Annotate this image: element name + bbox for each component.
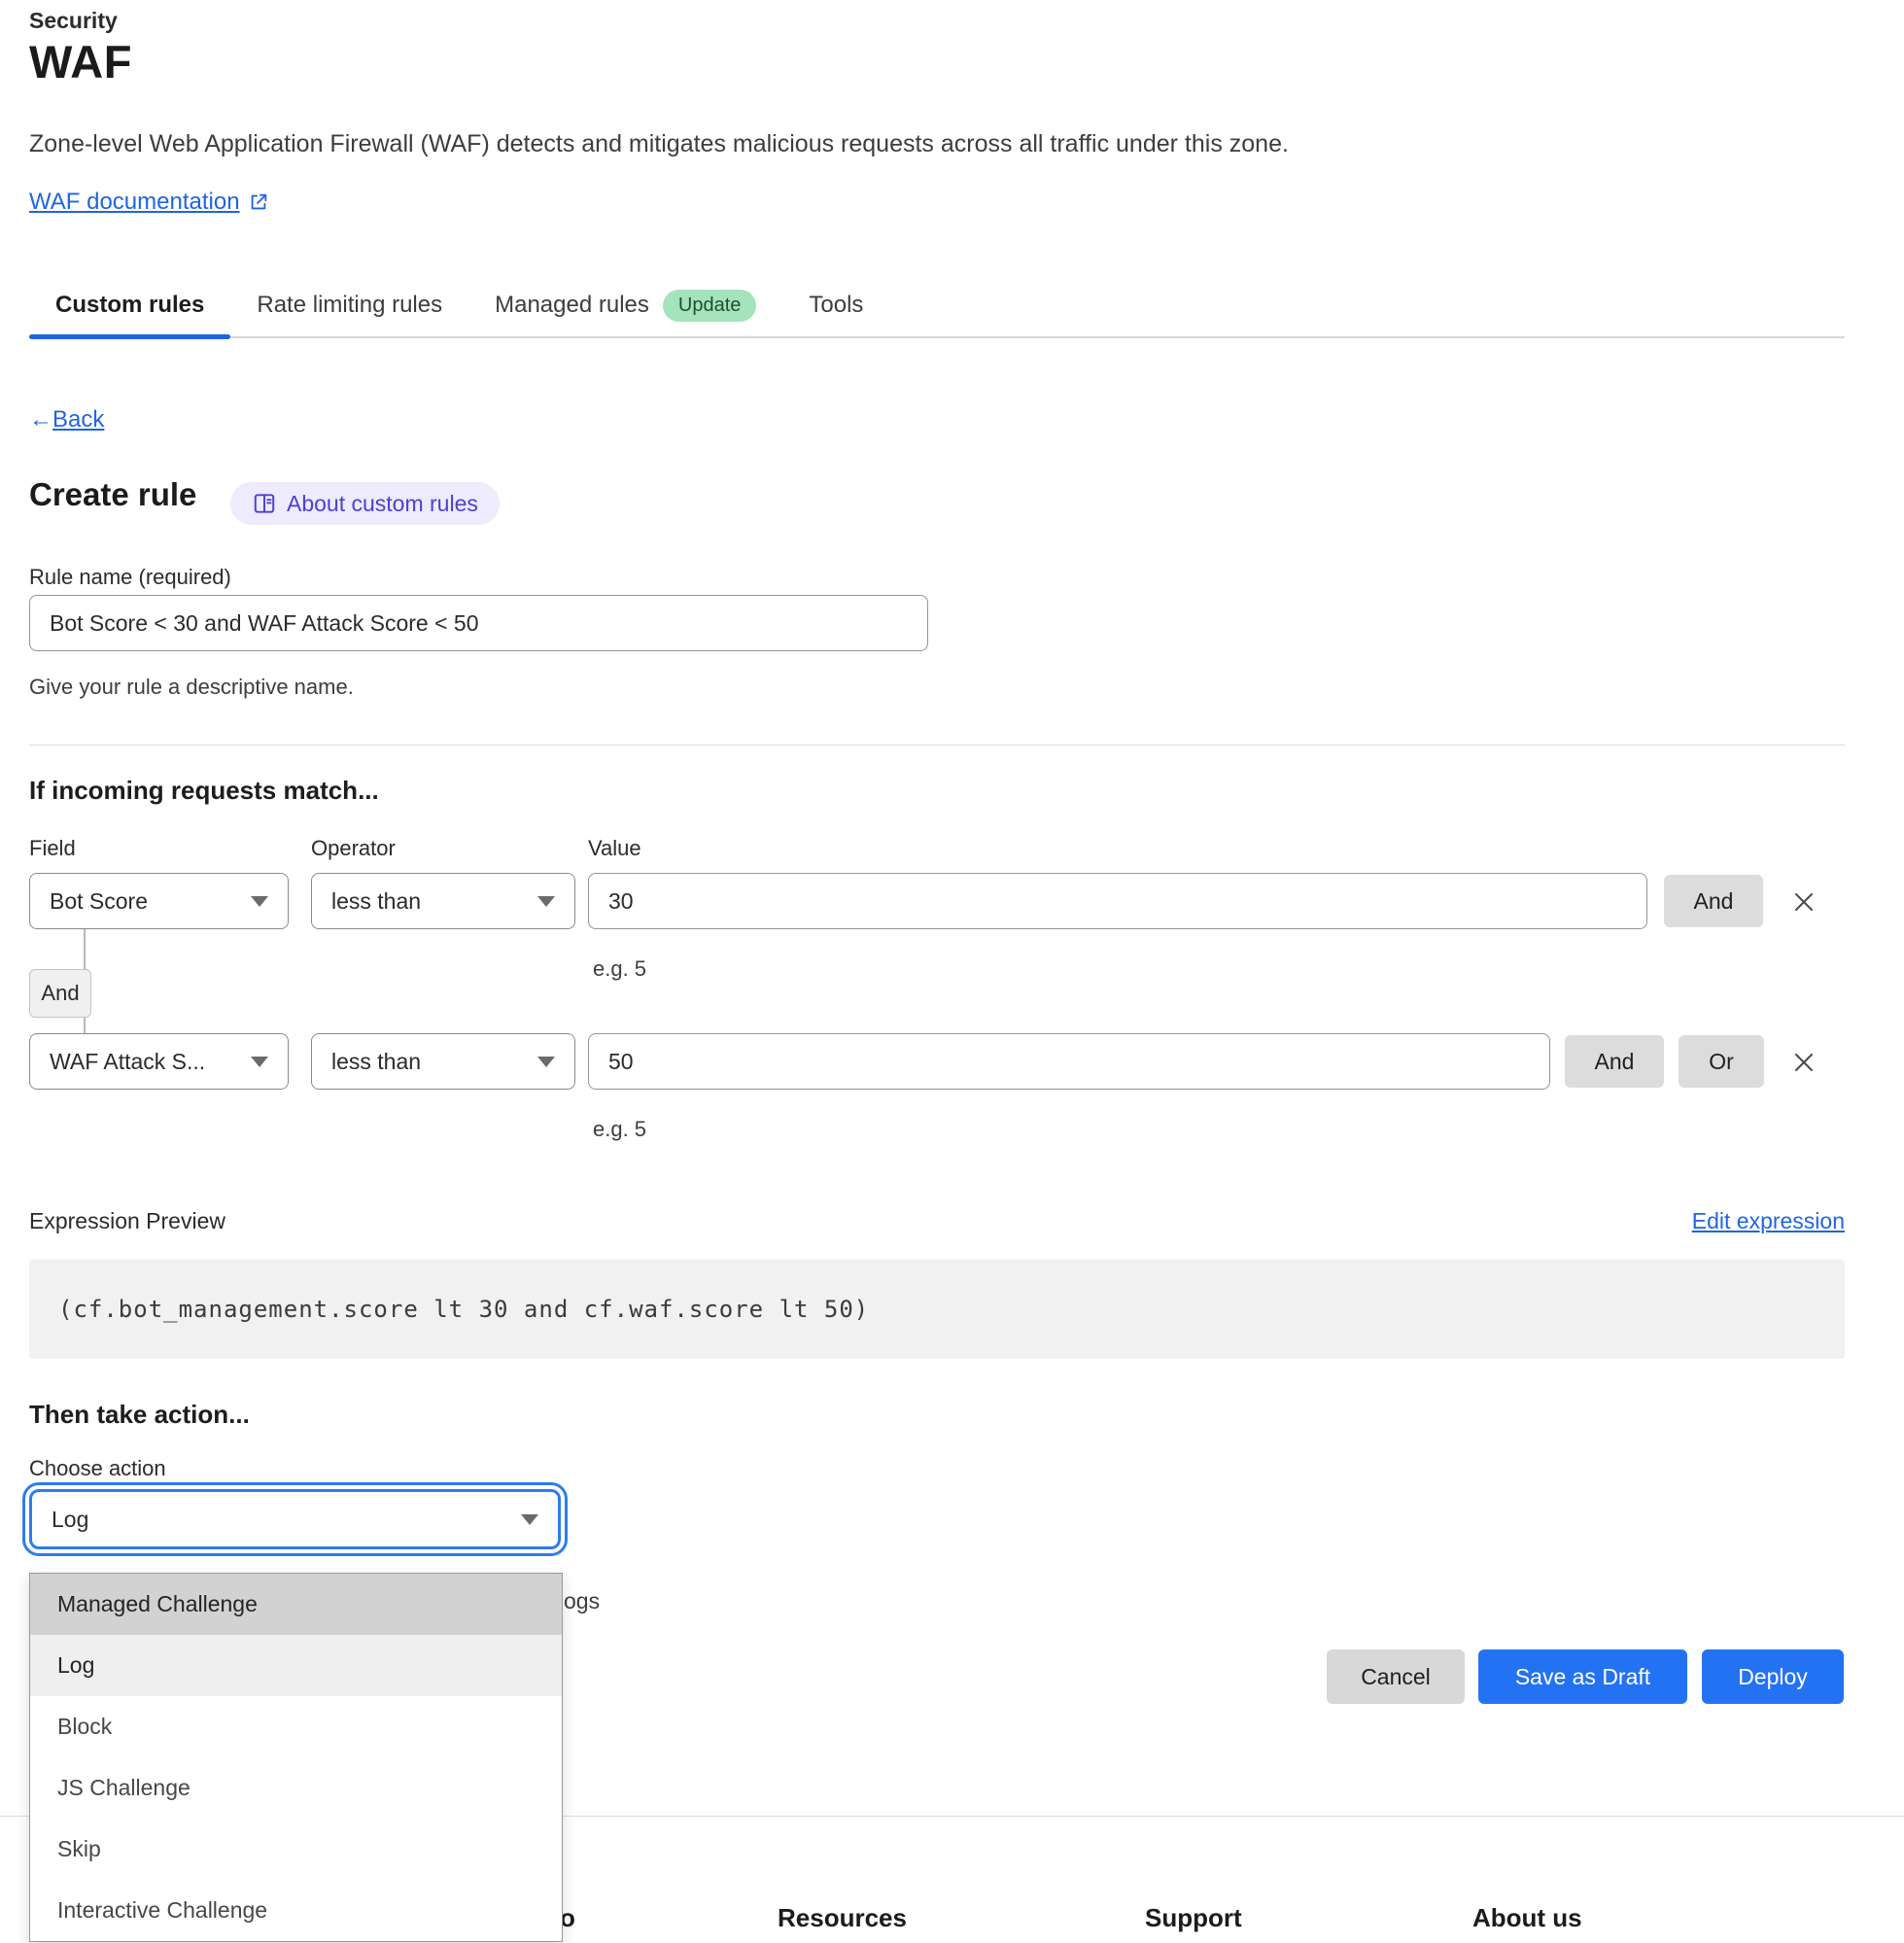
tab-bar: Custom rules Rate limiting rules Managed… <box>29 274 1845 339</box>
footer-column-support: Support <box>1145 1903 1242 1932</box>
rule-name-label: Rule name (required) <box>29 565 231 589</box>
save-as-draft-button[interactable]: Save as Draft <box>1478 1649 1687 1704</box>
chevron-down-icon <box>251 1057 268 1067</box>
field-select-row2[interactable]: WAF Attack S... <box>29 1033 289 1090</box>
tab-managed-rules-label: Managed rules <box>495 292 649 318</box>
action-dropdown-menu: Managed Challenge Log Block JS Challenge… <box>29 1573 563 1942</box>
operator-column-label: Operator <box>311 836 396 860</box>
page-title: WAF <box>29 36 132 87</box>
value-input-row2[interactable] <box>588 1033 1550 1090</box>
add-and-condition-button-row1[interactable]: And <box>1664 875 1763 927</box>
value-hint-row1: e.g. 5 <box>593 956 647 981</box>
deploy-button[interactable]: Deploy <box>1702 1649 1844 1704</box>
footer-column-heading-partial: o <box>560 1903 575 1932</box>
waf-documentation-link-label: WAF documentation <box>29 189 240 215</box>
operator-select-row1[interactable]: less than <box>311 873 575 929</box>
tab-rate-limiting-rules-label: Rate limiting rules <box>257 292 443 318</box>
action-section-heading: Then take action... <box>29 1400 250 1429</box>
action-helper-partial-text: ogs <box>564 1588 601 1613</box>
back-link-label: Back <box>52 406 105 433</box>
book-icon <box>254 494 275 513</box>
tab-managed-rules[interactable]: Managed rules Update <box>468 274 782 336</box>
tab-custom-rules[interactable]: Custom rules <box>29 274 231 339</box>
field-select-row1[interactable]: Bot Score <box>29 873 289 929</box>
action-option-skip[interactable]: Skip <box>30 1819 562 1880</box>
expression-preview-label: Expression Preview <box>29 1208 225 1233</box>
tab-custom-rules-label: Custom rules <box>55 292 205 318</box>
field-select-row2-value: WAF Attack S... <box>50 1048 206 1074</box>
value-column-label: Value <box>588 836 641 860</box>
choose-action-label: Choose action <box>29 1456 166 1480</box>
value-input-row1[interactable] <box>588 873 1647 929</box>
field-select-row1-value: Bot Score <box>50 887 148 914</box>
action-option-js-challenge[interactable]: JS Challenge <box>30 1757 562 1819</box>
edit-expression-link[interactable]: Edit expression <box>1691 1208 1845 1233</box>
external-link-icon <box>251 193 266 210</box>
section-divider <box>29 745 1845 746</box>
choose-action-selected-value: Log <box>52 1506 89 1532</box>
add-or-condition-button-row2[interactable]: Or <box>1679 1035 1764 1088</box>
operator-select-row1-value: less than <box>331 887 422 914</box>
back-link[interactable]: ← Back <box>29 406 104 434</box>
back-arrow-icon: ← <box>29 406 52 433</box>
add-and-condition-button-row2[interactable]: And <box>1565 1035 1664 1088</box>
action-option-interactive-challenge[interactable]: Interactive Challenge <box>30 1880 562 1941</box>
remove-condition-icon-row2[interactable] <box>1789 1048 1818 1077</box>
action-option-block[interactable]: Block <box>30 1696 562 1757</box>
about-custom-rules-label: About custom rules <box>287 490 478 516</box>
expression-code: (cf.bot_management.score lt 30 and cf.wa… <box>58 1296 870 1323</box>
field-column-label: Field <box>29 836 76 860</box>
action-option-log[interactable]: Log <box>30 1635 562 1696</box>
connector-line <box>84 1018 86 1033</box>
operator-select-row2-value: less than <box>331 1048 422 1074</box>
choose-action-select[interactable]: Log <box>22 1482 568 1556</box>
and-connector-button[interactable]: And <box>29 969 91 1018</box>
rule-name-help: Give your rule a descriptive name. <box>29 675 354 699</box>
about-custom-rules-badge[interactable]: About custom rules <box>230 482 500 525</box>
expression-preview-box: (cf.bot_management.score lt 30 and cf.wa… <box>29 1260 1845 1359</box>
waf-documentation-link[interactable]: WAF documentation <box>29 189 269 216</box>
tab-rate-limiting-rules[interactable]: Rate limiting rules <box>230 274 468 336</box>
tab-tools[interactable]: Tools <box>782 274 889 336</box>
chevron-down-icon <box>251 896 268 907</box>
footer-column-resources: Resources <box>778 1903 907 1932</box>
footer-divider <box>0 1816 1904 1817</box>
connector-line <box>84 929 86 969</box>
chevron-down-icon <box>537 896 555 907</box>
operator-select-row2[interactable]: less than <box>311 1033 575 1090</box>
remove-condition-icon-row1[interactable] <box>1789 887 1818 917</box>
cancel-button[interactable]: Cancel <box>1327 1649 1465 1704</box>
rule-name-input[interactable] <box>29 595 928 651</box>
value-hint-row2: e.g. 5 <box>593 1117 647 1141</box>
chevron-down-icon <box>537 1057 555 1067</box>
chevron-down-icon <box>521 1514 538 1525</box>
update-badge: Update <box>662 289 757 322</box>
create-rule-heading: Create rule <box>29 476 197 512</box>
tab-tools-label: Tools <box>809 292 864 318</box>
action-option-managed-challenge[interactable]: Managed Challenge <box>30 1574 562 1635</box>
match-section-heading: If incoming requests match... <box>29 776 379 805</box>
breadcrumb-security: Security <box>29 8 118 33</box>
page-description: Zone-level Web Application Firewall (WAF… <box>29 130 1289 157</box>
footer-column-about-us: About us <box>1472 1903 1582 1932</box>
